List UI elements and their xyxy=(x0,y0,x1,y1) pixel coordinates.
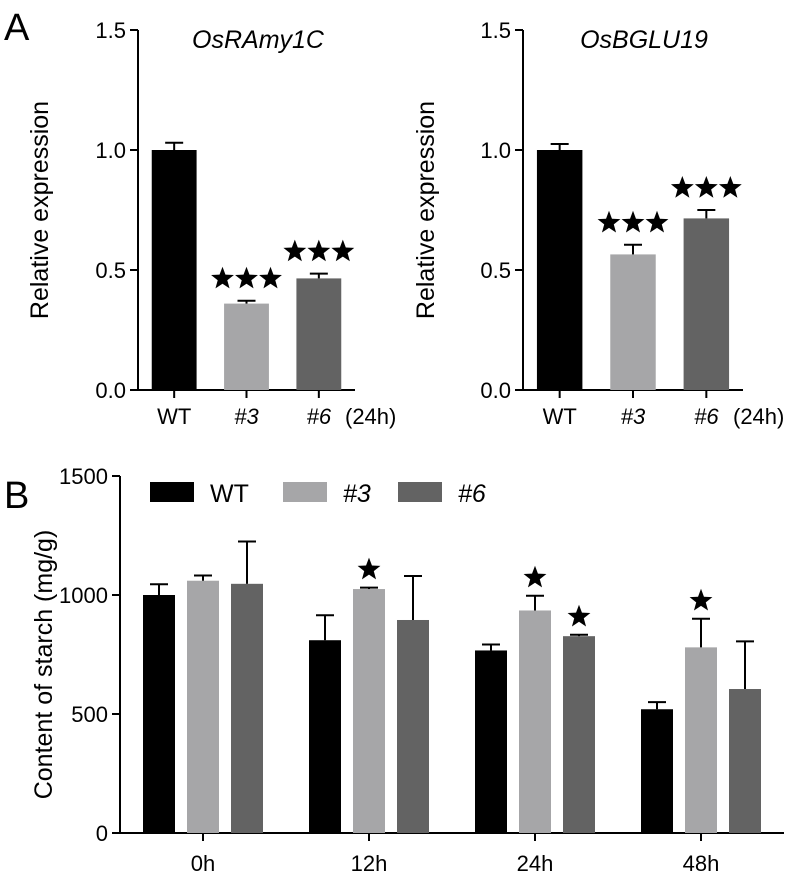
significance-marker-star xyxy=(567,604,591,627)
significance-marker-star xyxy=(597,210,621,233)
bar-12h-WT xyxy=(309,640,341,833)
x-tick-label: #6 xyxy=(307,404,332,429)
significance-marker xyxy=(211,266,282,289)
significance-marker xyxy=(357,557,381,580)
bar-line6 xyxy=(683,218,730,390)
bar-48h-line6 xyxy=(729,689,761,833)
chart-title: OsRAmy1C xyxy=(192,26,325,54)
x-axis-suffix: (24h) xyxy=(345,404,396,429)
a-y-tick-label: 1.0 xyxy=(95,138,126,163)
a-y-tick-label: 0.0 xyxy=(480,378,511,403)
a-y-tick-label: 1.0 xyxy=(480,138,511,163)
bar-0h-WT xyxy=(143,595,175,833)
bar-24h-line6 xyxy=(563,636,595,833)
x-tick-label: 0h xyxy=(191,851,215,876)
chart-osbglu19: 0.0 0.5 1.0 1.5 OsBGLU19 Relative expression W… xyxy=(412,18,784,429)
panel-label-b: B xyxy=(4,475,29,517)
legend-swatch xyxy=(283,482,327,502)
legend-swatch xyxy=(150,482,194,502)
a-y-tick-label: 0.5 xyxy=(480,258,511,283)
x-tick-label: 24h xyxy=(517,851,554,876)
bar-line6 xyxy=(296,278,342,390)
x-tick-label: WT xyxy=(543,404,577,429)
bar-24h-WT xyxy=(475,650,507,833)
significance-marker xyxy=(283,239,355,262)
bar-WT xyxy=(151,150,197,390)
b-y-tick-label: 0 xyxy=(96,821,108,846)
legend: WT #3 #6 xyxy=(150,480,486,508)
legend-swatch xyxy=(398,482,442,502)
chart-osramy1c: 0.0 0.5 1.0 1.5 OsRAmy1C Relative expression W… xyxy=(26,18,396,429)
significance-marker-star xyxy=(307,239,331,262)
x-tick-label: 12h xyxy=(351,851,388,876)
significance-marker xyxy=(523,565,547,588)
bar-0h-line6 xyxy=(231,583,263,833)
significance-marker-star xyxy=(645,210,669,233)
y-axis-label: Content of starch (mg/g) xyxy=(30,530,58,800)
significance-marker-star xyxy=(211,266,234,289)
x-axis-suffix: (24h) xyxy=(733,404,784,429)
significance-marker-star xyxy=(235,266,258,289)
significance-marker xyxy=(567,604,591,627)
x-tick-label: #3 xyxy=(621,404,646,429)
bar-12h-line3 xyxy=(353,589,385,833)
significance-marker-star xyxy=(283,239,307,262)
legend-label: WT xyxy=(210,480,249,508)
significance-marker-star xyxy=(523,565,547,588)
b-y-tick-label: 1500 xyxy=(59,464,108,489)
a-y-tick-label: 1.5 xyxy=(95,18,126,43)
a-y-tick-label: 0.5 xyxy=(95,258,126,283)
bar-24h-line3 xyxy=(519,610,551,833)
bar-48h-WT xyxy=(641,709,673,833)
a-y-tick-label: 0.0 xyxy=(95,378,126,403)
bar-line3 xyxy=(224,303,269,390)
significance-marker-star xyxy=(689,588,713,611)
significance-marker-star xyxy=(259,266,282,289)
x-tick-label: #3 xyxy=(234,404,259,429)
y-axis-label: Relative expression xyxy=(26,101,54,319)
significance-marker-star xyxy=(331,239,355,262)
b-y-tick-label: 500 xyxy=(71,702,108,727)
bar-line3 xyxy=(610,254,656,390)
x-tick-label: #6 xyxy=(694,404,719,429)
x-tick-label: WT xyxy=(157,404,191,429)
significance-marker-star xyxy=(357,557,381,580)
significance-marker-star xyxy=(621,210,645,233)
legend-label: #3 xyxy=(343,480,371,508)
bar-48h-line3 xyxy=(685,647,717,833)
a-y-tick-label: 1.5 xyxy=(480,18,511,43)
significance-marker-star xyxy=(670,176,694,198)
chart-starch-content: 0 500 1000 1500 Content of starch (mg/g) 0h 12… xyxy=(30,464,784,876)
significance-marker-star xyxy=(718,176,742,198)
panel-label-a: A xyxy=(4,7,30,49)
legend-label: #6 xyxy=(458,480,486,508)
significance-marker xyxy=(670,176,742,198)
bar-12h-line6 xyxy=(397,619,429,833)
chart-title: OsBGLU19 xyxy=(580,26,708,54)
y-axis-label: Relative expression xyxy=(412,101,440,319)
significance-marker-star xyxy=(694,176,718,198)
x-tick-label: 48h xyxy=(683,851,720,876)
significance-marker xyxy=(689,588,713,611)
b-y-tick-label: 1000 xyxy=(59,583,108,608)
significance-marker xyxy=(597,210,669,233)
bar-WT xyxy=(536,150,583,390)
bar-0h-line3 xyxy=(187,580,219,833)
